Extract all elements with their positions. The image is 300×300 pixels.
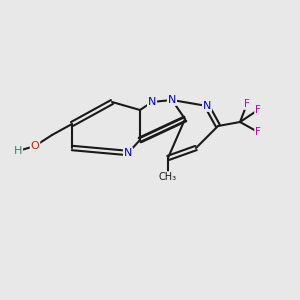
Text: N: N (124, 148, 132, 158)
Text: F: F (255, 127, 261, 137)
Text: F: F (255, 105, 261, 115)
Text: N: N (148, 97, 156, 107)
Text: N: N (203, 101, 211, 111)
Text: N: N (168, 95, 176, 105)
Text: H: H (14, 146, 22, 156)
Text: CH₃: CH₃ (159, 172, 177, 182)
Text: F: F (244, 99, 250, 109)
Text: O: O (31, 141, 39, 151)
